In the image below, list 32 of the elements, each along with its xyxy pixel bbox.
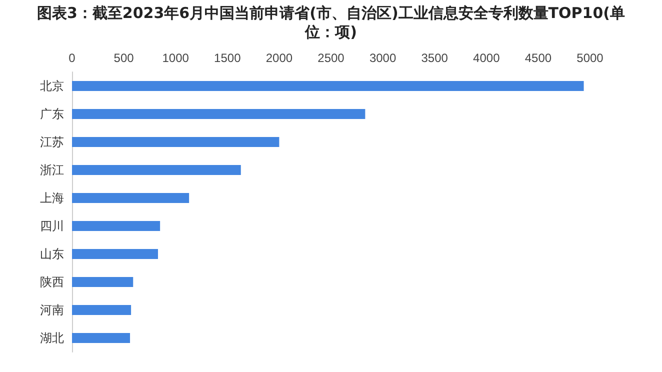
bar (72, 277, 134, 287)
x-tick-label: 3500 (421, 51, 448, 65)
x-tick-label: 5000 (576, 51, 604, 65)
x-tick-label: 1500 (214, 51, 242, 65)
x-tick-label: 4500 (524, 51, 552, 65)
x-tick-label: 0 (68, 51, 76, 65)
y-tick-label: 湖北 (40, 331, 64, 345)
y-tick-label: 广东 (40, 107, 64, 121)
y-tick-label: 江苏 (40, 135, 64, 149)
x-tick-label: 4000 (473, 51, 500, 65)
bar (72, 165, 241, 175)
x-tick-label: 3000 (369, 51, 396, 65)
bar (72, 193, 190, 203)
bar (72, 81, 584, 91)
y-tick-label: 四川 (40, 219, 64, 233)
y-tick-label: 上海 (40, 191, 64, 205)
y-tick-label: 山东 (40, 247, 64, 261)
x-tick-label: 1000 (162, 51, 190, 65)
x-tick-label: 2500 (318, 51, 345, 65)
x-tick-label: 2000 (266, 51, 293, 65)
x-tick-label: 500 (114, 51, 134, 65)
y-tick-label: 河南 (40, 303, 64, 317)
bar (72, 109, 366, 119)
chart-title: 图表3：截至2023年6月中国当前申请省(市、自治区)工业信息安全专利数量TOP10(单位：项) (36, 4, 626, 42)
bar (72, 249, 158, 259)
bar (72, 333, 130, 343)
bar (72, 305, 132, 315)
bar (72, 137, 280, 147)
y-tick-label: 陕西 (40, 275, 64, 289)
bar (72, 221, 160, 231)
y-tick-label: 浙江 (40, 163, 64, 177)
y-tick-label: 北京 (40, 79, 64, 93)
